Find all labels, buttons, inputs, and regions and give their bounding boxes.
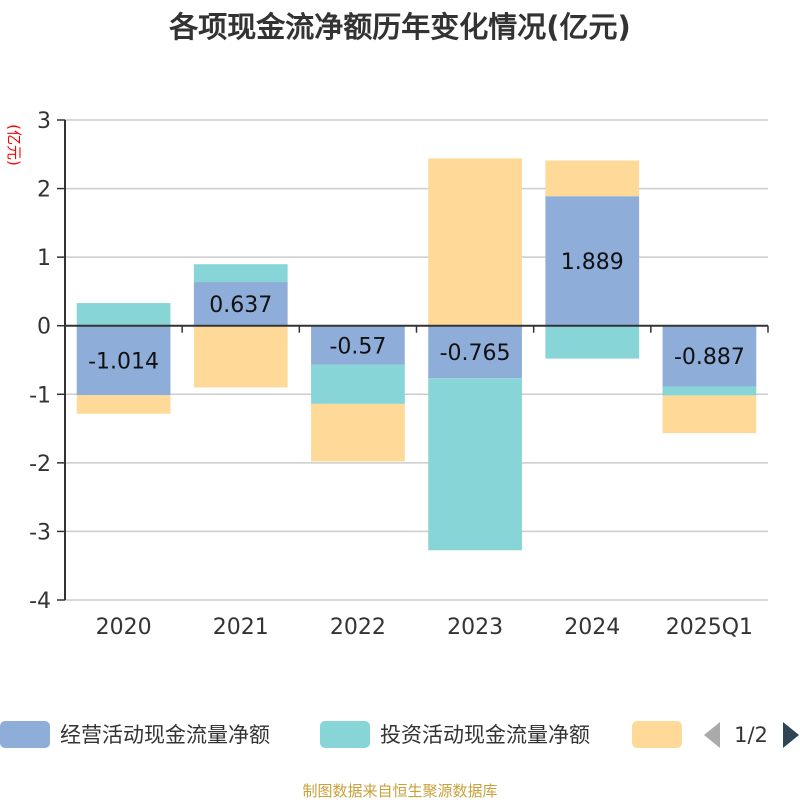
bar-2022-series-1[interactable] [311, 364, 405, 404]
legend-swatch-financing[interactable] [632, 721, 682, 748]
bar-2020-series-1[interactable] [76, 303, 171, 326]
x-tick-label: 2024 [564, 615, 620, 640]
x-tick-label: 2023 [447, 615, 503, 640]
y-tick-label: -2 [29, 452, 51, 477]
bar-data-label: 1.889 [561, 250, 624, 275]
bar-2022-series-0[interactable] [311, 325, 405, 365]
y-tick-label: 1 [37, 246, 51, 271]
legend-label-investing[interactable]: 投资活动现金流量净额 [380, 723, 590, 747]
y-tick-label: -3 [29, 520, 51, 545]
legend-page-indicator: 1/2 [734, 723, 768, 747]
bar-data-label: -0.57 [329, 334, 386, 359]
bar-2025Q1-series-0[interactable] [662, 325, 757, 387]
bar-2020-series-2[interactable] [76, 395, 171, 414]
x-tick-label: 2021 [213, 615, 269, 640]
data-source-footer: 制图数据来自恒生聚源数据库 [302, 782, 497, 800]
bar-2022-series-2[interactable] [311, 403, 405, 462]
x-tick-label: 2020 [96, 615, 152, 640]
legend-label-operating[interactable]: 经营活动现金流量净额 [60, 723, 270, 747]
bar-2021-series-2[interactable] [193, 325, 288, 388]
bar-2025Q1-series-2[interactable] [662, 395, 757, 434]
y-tick-label: 3 [37, 109, 51, 134]
x-tick-label: 2022 [330, 615, 386, 640]
bar-2024-series-2[interactable] [545, 160, 640, 197]
bar-2021-series-1[interactable] [193, 264, 288, 283]
x-tick-label: 2025Q1 [666, 615, 753, 640]
legend-next-page-icon[interactable] [783, 722, 799, 748]
chart-title: 各项现金流净额历年变化情况(亿元) [168, 10, 631, 44]
bar-data-label: 0.637 [209, 293, 272, 318]
legend-prev-page-icon[interactable] [704, 722, 720, 748]
bar-2023-series-0[interactable] [428, 325, 522, 379]
bar-2020-series-0[interactable] [76, 325, 171, 396]
bar-2024-series-1[interactable] [545, 325, 640, 359]
bar-2021-series-0[interactable] [193, 282, 288, 326]
bar-2023-series-2[interactable] [428, 158, 522, 326]
bar-2024-series-0[interactable] [545, 196, 640, 326]
legend-swatch-operating[interactable] [0, 721, 50, 748]
bar-data-label: -1.014 [88, 349, 159, 374]
bar-2025Q1-series-1[interactable] [662, 386, 757, 396]
legend: 经营活动现金流量净额 投资活动现金流量净额 1/2 [0, 721, 799, 748]
bar-data-label: -0.765 [440, 341, 511, 366]
y-tick-label: 0 [37, 315, 51, 340]
legend-swatch-investing[interactable] [320, 721, 370, 748]
bar-2023-series-1[interactable] [428, 378, 522, 551]
bar-data-label: -0.887 [674, 345, 745, 370]
y-tick-label: 2 [37, 178, 51, 203]
y-axis-unit-label: (亿元) [5, 124, 23, 166]
y-tick-label: -4 [29, 589, 51, 614]
y-tick-label: -1 [29, 383, 51, 408]
